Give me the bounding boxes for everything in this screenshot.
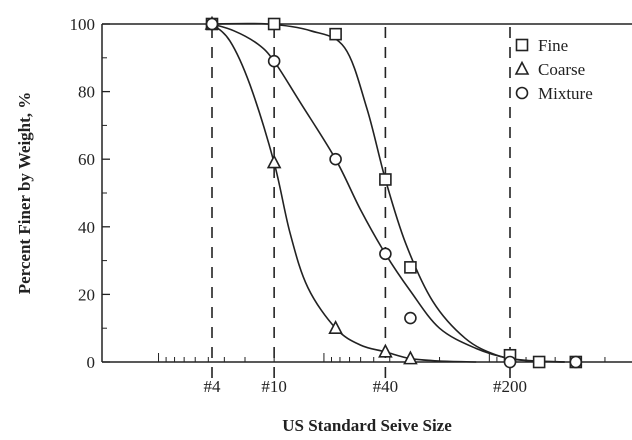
y-tick-label: 0 [87,353,96,372]
legend-marker-coarse [514,60,530,75]
y-tick-label: 40 [78,218,95,237]
marker-coarse [378,343,393,358]
marker-fine [379,173,392,186]
legend-label-fine: Fine [538,36,568,55]
data-markers [204,15,583,369]
legend-label-mixture: Mixture [538,84,593,103]
sieve-gridlines [211,27,511,378]
tick-marks: 0 20 40 60 80 100 #4 #10 #40 #200 [70,15,606,396]
y-tick-label: 80 [78,83,95,102]
x-axis-title: US Standard Seive Size [282,416,452,435]
x-tick-label: #40 [373,377,399,396]
x-tick-label: #10 [261,377,287,396]
marker-fine [532,355,546,369]
y-tick-label: 100 [70,15,96,34]
marker-coarse [328,319,343,334]
marker-fine [404,261,417,274]
x-tick-label: #4 [204,377,222,396]
marker-coarse [403,350,418,365]
x-tick-label: #200 [493,377,527,396]
marker-mixture [404,311,417,325]
y-tick-label: 20 [78,285,95,304]
marker-mixture [569,355,583,369]
legend-marker-mixture [515,86,529,100]
y-axis-title: Percent Finer by Weight, % [15,92,34,295]
marker-mixture [379,247,392,261]
legend: Fine Coarse Mixture [514,36,593,103]
marker-mixture [205,17,219,31]
legend-label-coarse: Coarse [538,60,585,79]
curve-coarse [211,23,477,363]
curve-fine [211,22,565,363]
fitted-curves [211,22,565,363]
marker-fine [329,27,342,41]
marker-fine [267,17,281,31]
legend-marker-fine [515,38,529,52]
marker-mixture [329,152,342,166]
y-tick-label: 60 [78,150,95,169]
curve-mixture [211,23,565,363]
marker-mixture [503,355,517,369]
marker-mixture [267,54,281,68]
marker-coarse [266,154,282,169]
